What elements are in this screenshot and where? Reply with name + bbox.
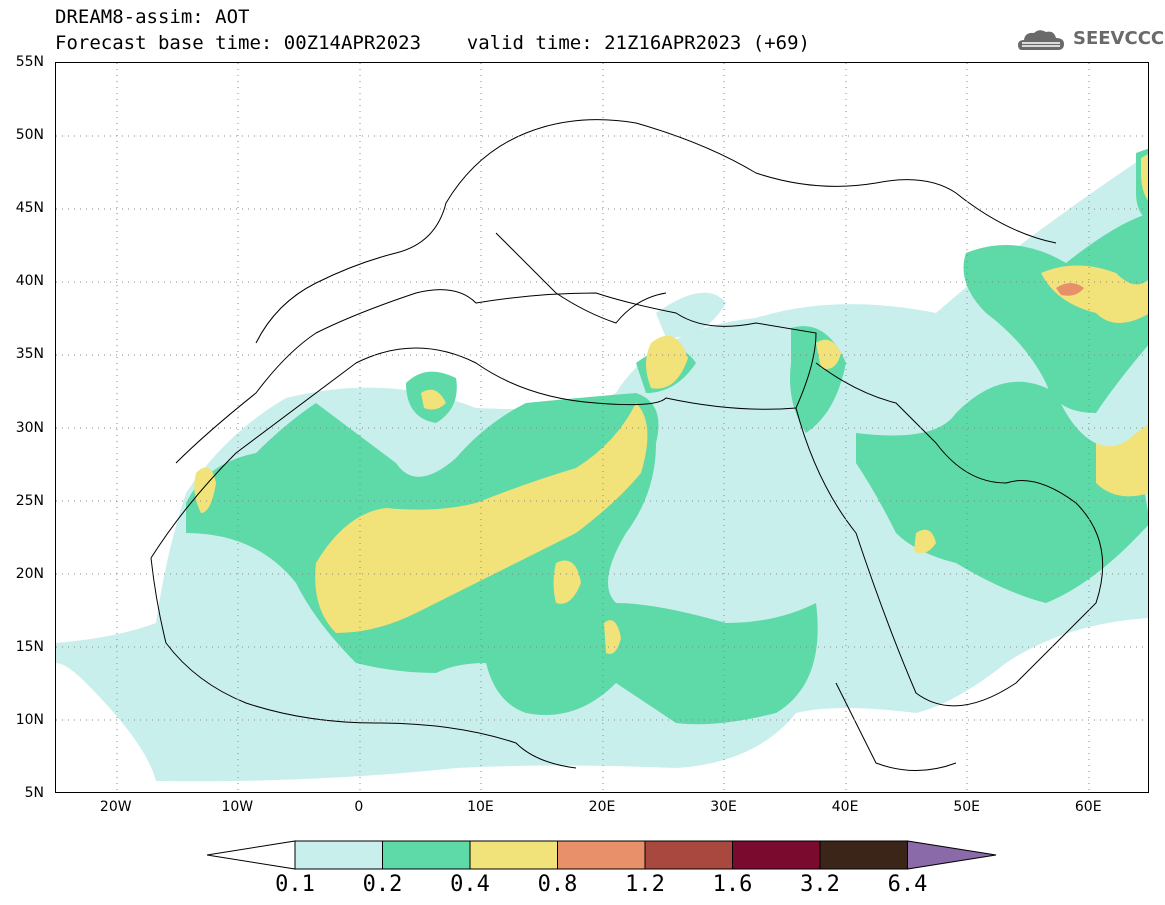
colorbar-level-label: 3.2	[800, 872, 840, 897]
latitude-label: 40N	[15, 273, 44, 290]
colorbar-level-label: 1.6	[712, 872, 753, 897]
longitude-label: 30E	[710, 799, 737, 815]
longitude-label: 10W	[221, 799, 254, 815]
colorbar	[207, 840, 997, 870]
longitude-label: 40E	[831, 799, 859, 815]
coastlines	[150, 119, 1104, 771]
seevccc-cloud-logo-icon	[1018, 30, 1064, 50]
latitude-label: 10N	[15, 711, 44, 728]
latitude-label: 55N	[15, 54, 44, 70]
aot-map	[55, 62, 1149, 793]
logo-text: SEEVCCC	[1073, 28, 1165, 49]
longitude-label: 50E	[953, 799, 980, 815]
colorbar-swatch	[557, 840, 646, 870]
colorbar-swatch	[644, 840, 733, 870]
map-canvas	[56, 63, 1148, 792]
forecast-time-info: Forecast base time: 00Z14APR2023 valid t…	[55, 32, 810, 54]
colorbar-swatch	[382, 840, 471, 870]
colorbar-level-label: 0.1	[275, 872, 315, 897]
graticule	[56, 63, 1148, 792]
latitude-label: 45N	[15, 200, 44, 217]
aot-layer-0.4	[194, 154, 1148, 654]
colorbar-swatch	[819, 840, 908, 870]
colorbar-swatch	[732, 840, 821, 870]
longitude-label: 0	[354, 799, 364, 815]
longitude-label: 10E	[467, 799, 494, 815]
colorbar-level-label: 1.2	[625, 872, 665, 897]
longitude-label: 20E	[588, 799, 616, 815]
longitude-label: 60E	[1074, 799, 1102, 815]
colorbar-over-arrow	[907, 840, 997, 870]
longitude-label: 20W	[99, 799, 132, 815]
colorbar-swatch	[469, 840, 558, 870]
latitude-label: 25N	[15, 492, 44, 509]
latitude-label: 30N	[15, 419, 44, 436]
latitude-label: 35N	[15, 346, 44, 363]
colorbar-level-label: 0.4	[450, 872, 490, 897]
latitude-label: 5N	[24, 785, 44, 801]
colorbar-swatch	[294, 840, 383, 870]
colorbar-level-label: 0.2	[362, 872, 403, 897]
aot-layer-0.8	[1056, 283, 1084, 296]
latitude-label: 50N	[15, 127, 44, 144]
latitude-label: 15N	[15, 638, 44, 655]
colorbar-level-label: 6.4	[887, 872, 928, 897]
chart-title: DREAM8-assim: AOT	[55, 6, 250, 28]
colorbar-level-label: 0.8	[537, 872, 578, 897]
latitude-label: 20N	[15, 565, 44, 582]
colorbar-under-arrow	[207, 840, 296, 870]
